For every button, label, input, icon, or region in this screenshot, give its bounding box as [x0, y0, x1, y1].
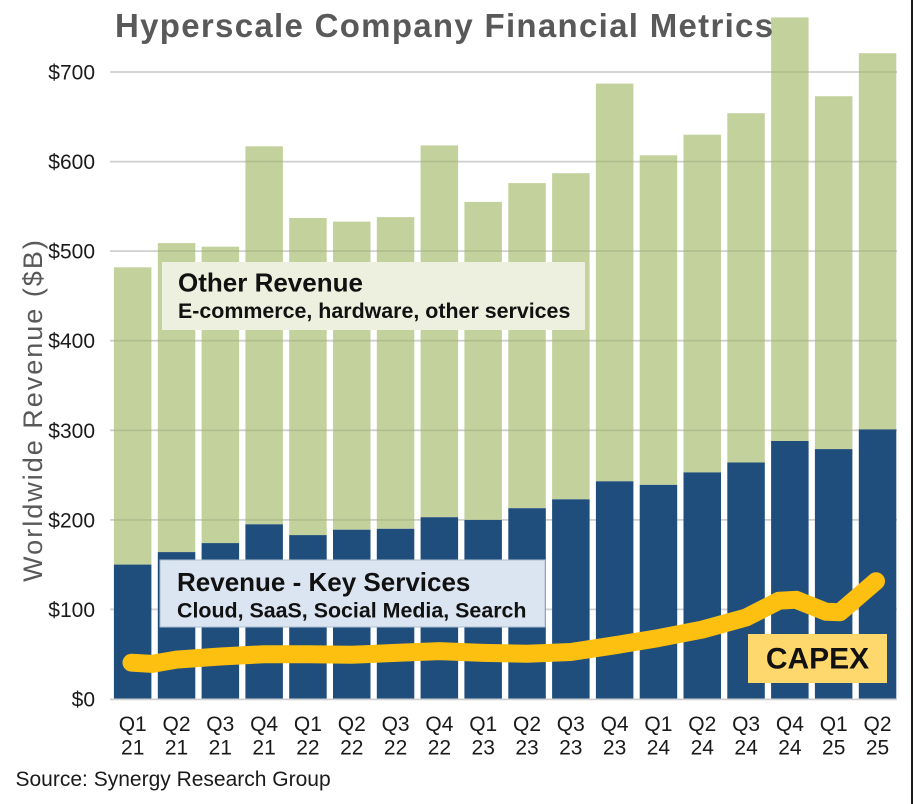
svg-text:E-commerce, hardware, other se: E-commerce, hardware, other services — [178, 299, 570, 323]
svg-text:$0: $0 — [72, 689, 95, 712]
svg-text:24: 24 — [647, 737, 671, 760]
svg-text:Q4: Q4 — [425, 713, 453, 736]
svg-text:24: 24 — [734, 737, 758, 760]
svg-text:Q2: Q2 — [513, 713, 541, 736]
svg-text:23: 23 — [559, 737, 582, 760]
svg-text:Q2: Q2 — [162, 713, 190, 736]
svg-text:Q2: Q2 — [863, 713, 891, 736]
svg-text:$600: $600 — [48, 151, 95, 174]
svg-text:$500: $500 — [48, 241, 95, 264]
svg-text:21: 21 — [252, 737, 275, 760]
svg-text:Q2: Q2 — [338, 713, 366, 736]
svg-text:22: 22 — [296, 737, 319, 760]
svg-text:Q1: Q1 — [820, 713, 848, 736]
svg-text:$300: $300 — [48, 420, 95, 443]
svg-text:Q1: Q1 — [294, 713, 322, 736]
svg-text:23: 23 — [603, 737, 626, 760]
svg-text:24: 24 — [778, 737, 802, 760]
svg-text:22: 22 — [384, 737, 407, 760]
svg-text:Revenue - Key Services: Revenue - Key Services — [177, 567, 470, 597]
svg-text:CAPEX: CAPEX — [766, 643, 869, 676]
svg-text:21: 21 — [121, 737, 144, 760]
svg-text:21: 21 — [165, 737, 188, 760]
svg-text:Q4: Q4 — [776, 713, 804, 736]
svg-text:22: 22 — [340, 737, 363, 760]
svg-text:25: 25 — [822, 737, 845, 760]
svg-text:Q4: Q4 — [601, 713, 629, 736]
svg-text:23: 23 — [472, 737, 495, 760]
svg-text:$400: $400 — [48, 330, 95, 353]
svg-text:Q3: Q3 — [732, 713, 760, 736]
svg-text:Q3: Q3 — [382, 713, 410, 736]
svg-text:Other Revenue: Other Revenue — [178, 268, 363, 298]
svg-text:Q3: Q3 — [206, 713, 234, 736]
svg-text:25: 25 — [866, 737, 889, 760]
svg-text:Hyperscale Company Financial M: Hyperscale Company Financial Metrics — [115, 7, 774, 44]
svg-text:Q1: Q1 — [119, 713, 147, 736]
svg-text:Q1: Q1 — [644, 713, 672, 736]
svg-text:Q3: Q3 — [557, 713, 585, 736]
svg-text:Q2: Q2 — [688, 713, 716, 736]
svg-text:23: 23 — [515, 737, 538, 760]
svg-text:$700: $700 — [48, 62, 95, 85]
svg-text:Q4: Q4 — [250, 713, 278, 736]
svg-text:21: 21 — [209, 737, 232, 760]
svg-text:Q1: Q1 — [469, 713, 497, 736]
svg-text:22: 22 — [428, 737, 451, 760]
svg-text:$200: $200 — [48, 509, 95, 532]
svg-text:Cloud, SaaS, Social Media, Sea: Cloud, SaaS, Social Media, Search — [177, 599, 527, 623]
svg-text:Worldwide Revenue ($B): Worldwide Revenue ($B) — [18, 238, 48, 582]
svg-text:24: 24 — [691, 737, 715, 760]
svg-text:$100: $100 — [48, 599, 95, 622]
svg-text:Source: Synergy Research Group: Source: Synergy Research Group — [16, 768, 331, 791]
